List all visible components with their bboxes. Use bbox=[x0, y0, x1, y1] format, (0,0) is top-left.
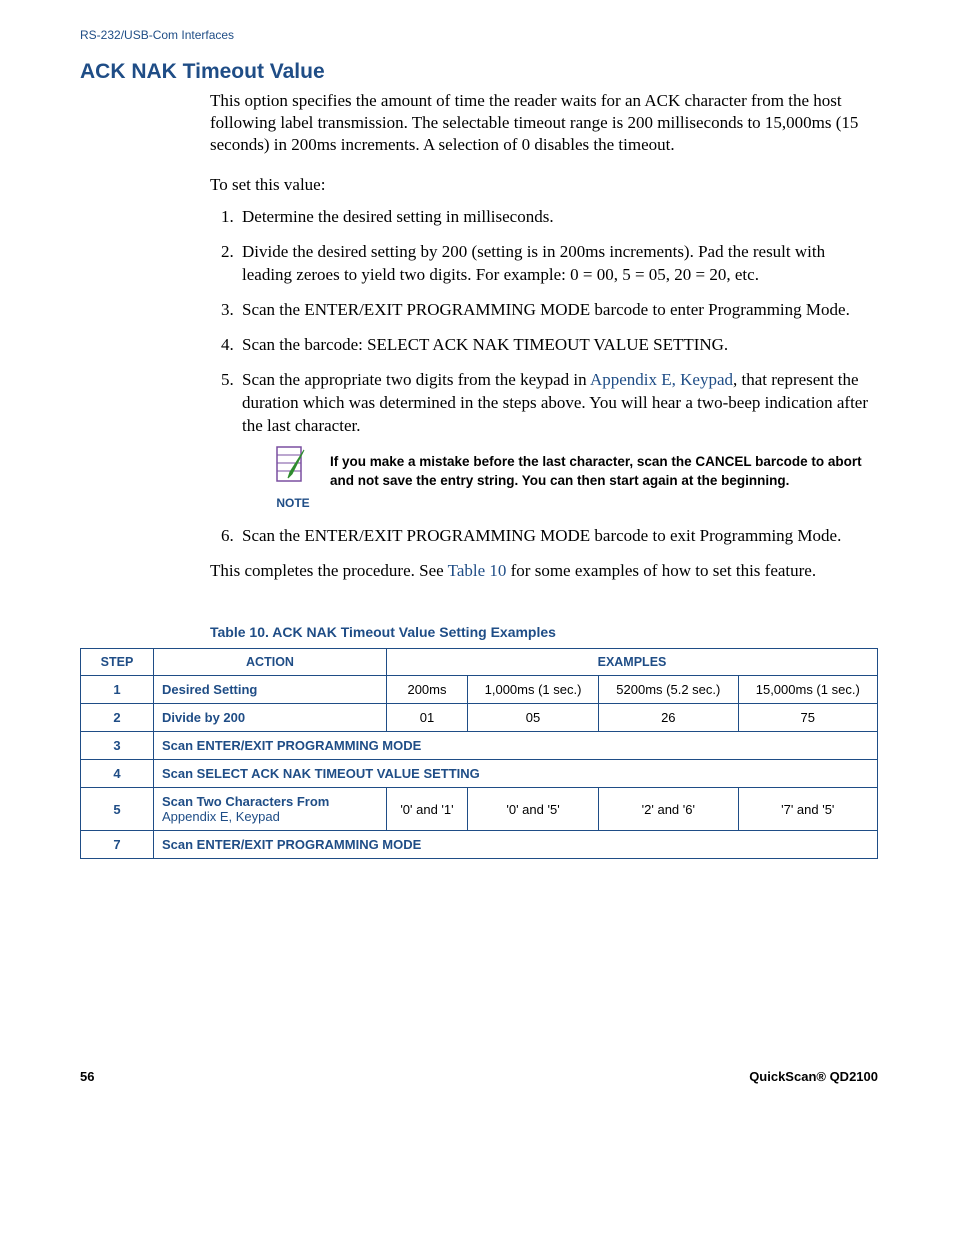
cell-val: '7' and '5' bbox=[738, 788, 877, 831]
cell-val: '0' and '1' bbox=[387, 788, 468, 831]
table-header-row: STEP ACTION EXAMPLES bbox=[81, 649, 878, 676]
closing-text-b: for some examples of how to set this fea… bbox=[506, 561, 816, 580]
page-footer: 56 QuickScan® QD2100 bbox=[80, 1069, 878, 1084]
step-5-text-a: Scan the appropriate two digits from the… bbox=[242, 370, 590, 389]
cell-step: 7 bbox=[81, 831, 154, 859]
table-row: 2 Divide by 200 01 05 26 75 bbox=[81, 704, 878, 732]
cell-val: 5200ms (5.2 sec.) bbox=[599, 676, 738, 704]
steps-block: Determine the desired setting in millise… bbox=[210, 206, 878, 548]
cell-val: 75 bbox=[738, 704, 877, 732]
intro-paragraph: This option specifies the amount of time… bbox=[210, 90, 878, 156]
th-action: ACTION bbox=[154, 649, 387, 676]
page-number: 56 bbox=[80, 1069, 94, 1084]
note-block: NOTE If you make a mistake before the la… bbox=[272, 444, 878, 511]
note-text: If you make a mistake before the last ch… bbox=[330, 444, 878, 491]
cell-val: '0' and '5' bbox=[467, 788, 598, 831]
cell-action-full: Scan ENTER/EXIT PROGRAMMING MODE bbox=[154, 732, 878, 760]
cell-val: 200ms bbox=[387, 676, 468, 704]
table-10-link[interactable]: Table 10 bbox=[448, 561, 507, 580]
note-icon bbox=[272, 444, 314, 493]
cell-val: '2' and '6' bbox=[599, 788, 738, 831]
closing-text-a: This completes the procedure. See bbox=[210, 561, 448, 580]
cell-action: Divide by 200 bbox=[154, 704, 387, 732]
table-row: 1 Desired Setting 200ms 1,000ms (1 sec.)… bbox=[81, 676, 878, 704]
table-row: 4 Scan SELECT ACK NAK TIMEOUT VALUE SETT… bbox=[81, 760, 878, 788]
cell-step: 5 bbox=[81, 788, 154, 831]
step-2: Divide the desired setting by 200 (setti… bbox=[238, 241, 878, 287]
cell-action-full: Scan ENTER/EXIT PROGRAMMING MODE bbox=[154, 831, 878, 859]
cell-step: 2 bbox=[81, 704, 154, 732]
appendix-e-link[interactable]: Appendix E, Keypad bbox=[162, 809, 280, 824]
cell-step: 1 bbox=[81, 676, 154, 704]
closing-paragraph: This completes the procedure. See Table … bbox=[210, 560, 878, 582]
product-name: QuickScan® QD2100 bbox=[749, 1069, 878, 1084]
page-header: RS-232/USB-Com Interfaces bbox=[80, 28, 878, 42]
section-title: ACK NAK Timeout Value bbox=[80, 60, 878, 84]
step-6: Scan the ENTER/EXIT PROGRAMMING MODE bar… bbox=[238, 525, 878, 548]
cell-action-text: Scan Two Characters From bbox=[162, 794, 329, 809]
cell-val: 01 bbox=[387, 704, 468, 732]
table-caption: Table 10. ACK NAK Timeout Value Setting … bbox=[210, 624, 878, 640]
to-set-label: To set this value: bbox=[210, 174, 878, 196]
appendix-e-link[interactable]: Appendix E, Keypad bbox=[590, 370, 733, 389]
cell-val: 15,000ms (1 sec.) bbox=[738, 676, 877, 704]
cell-action-full: Scan SELECT ACK NAK TIMEOUT VALUE SETTIN… bbox=[154, 760, 878, 788]
table-row: 3 Scan ENTER/EXIT PROGRAMMING MODE bbox=[81, 732, 878, 760]
cell-action: Scan Two Characters From Appendix E, Key… bbox=[154, 788, 387, 831]
cell-action: Desired Setting bbox=[154, 676, 387, 704]
examples-table: STEP ACTION EXAMPLES 1 Desired Setting 2… bbox=[80, 648, 878, 859]
table-row: 5 Scan Two Characters From Appendix E, K… bbox=[81, 788, 878, 831]
cell-val: 05 bbox=[467, 704, 598, 732]
step-5: Scan the appropriate two digits from the… bbox=[238, 369, 878, 511]
step-4: Scan the barcode: SELECT ACK NAK TIMEOUT… bbox=[238, 334, 878, 357]
step-3: Scan the ENTER/EXIT PROGRAMMING MODE bar… bbox=[238, 299, 878, 322]
cell-step: 4 bbox=[81, 760, 154, 788]
cell-val: 26 bbox=[599, 704, 738, 732]
th-examples: EXAMPLES bbox=[387, 649, 878, 676]
cell-val: 1,000ms (1 sec.) bbox=[467, 676, 598, 704]
th-step: STEP bbox=[81, 649, 154, 676]
note-label: NOTE bbox=[272, 495, 314, 511]
cell-step: 3 bbox=[81, 732, 154, 760]
step-1: Determine the desired setting in millise… bbox=[238, 206, 878, 229]
document-page: RS-232/USB-Com Interfaces ACK NAK Timeou… bbox=[0, 0, 954, 1124]
table-row: 7 Scan ENTER/EXIT PROGRAMMING MODE bbox=[81, 831, 878, 859]
